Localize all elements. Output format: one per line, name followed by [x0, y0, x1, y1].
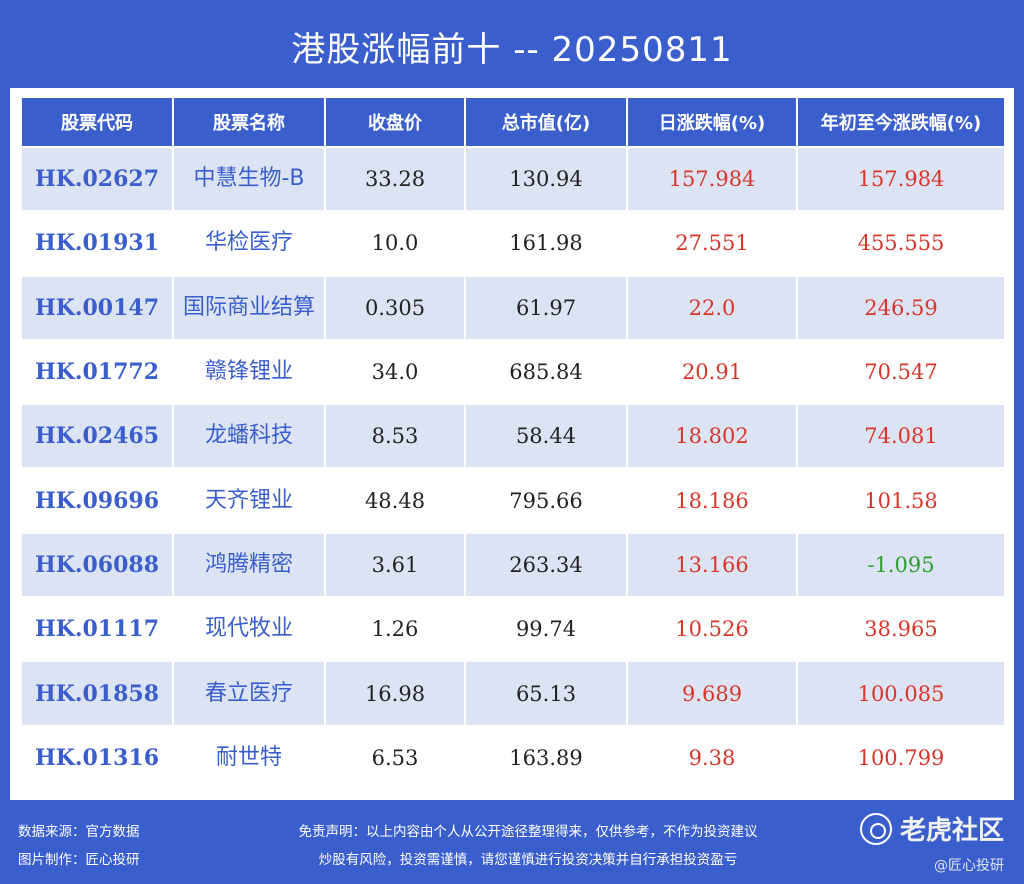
disclaimer-line-1: 免责声明：以上内容由个人从公开途径整理得来，仅供参考，不作为投资建议: [298, 824, 758, 840]
cell-market-cap: 263.34: [464, 531, 628, 599]
cell-name: 鸿腾精密: [172, 531, 326, 599]
table-row: HK.01316 耐世特 6.53 163.89 9.38 100.799: [20, 724, 1006, 791]
cell-code: HK.00147: [20, 274, 174, 341]
cell-close: 8.53: [324, 403, 466, 470]
cell-name: 天齐锂业: [172, 467, 326, 534]
cell-market-cap: 795.66: [464, 467, 628, 534]
cell-code: HK.01117: [20, 596, 174, 663]
header-name: 股票名称: [172, 96, 326, 148]
cell-ytd-change: 70.547: [796, 338, 1006, 406]
cell-code: HK.02465: [20, 403, 174, 470]
cell-ytd-change: -1.095: [796, 531, 1006, 599]
cell-ytd-change: 455.555: [796, 210, 1006, 277]
cell-code: HK.01858: [20, 660, 174, 727]
cell-close: 1.26: [324, 596, 466, 663]
table-row: HK.02627 中慧生物-B 33.28 130.94 157.984 157.984: [20, 145, 1006, 213]
header-ytd-change: 年初至今涨跌幅(%): [796, 96, 1006, 148]
cell-ytd-change: 157.984: [796, 145, 1006, 213]
cell-ytd-change: 38.965: [796, 596, 1006, 663]
cell-name: 中慧生物-B: [172, 145, 326, 213]
cell-daily-change: 9.689: [626, 660, 798, 727]
cell-name: 国际商业结算: [172, 274, 326, 341]
cell-code: HK.06088: [20, 531, 174, 599]
disclaimer-line-2: 炒股有风险，投资需谨慎，请您谨慎进行投资决策并自行承担投资盈亏: [318, 852, 738, 868]
cell-daily-change: 18.802: [626, 403, 798, 470]
cell-market-cap: 130.94: [464, 145, 628, 213]
cell-market-cap: 163.89: [464, 724, 628, 791]
page-title: 港股涨幅前十 -- 20250811: [291, 30, 733, 70]
watermark-handle: @匠心投研: [934, 857, 1004, 874]
cell-close: 6.53: [324, 724, 466, 791]
cell-daily-change: 22.0: [626, 274, 798, 341]
footer-disclaimer: 免责声明：以上内容由个人从公开途径整理得来，仅供参考，不作为投资建议 炒股有风险…: [258, 818, 798, 874]
table-row: HK.01858 春立医疗 16.98 65.13 9.689 100.085: [20, 660, 1006, 727]
cell-daily-change: 27.551: [626, 210, 798, 277]
cell-daily-change: 10.526: [626, 596, 798, 663]
table-body: HK.02627 中慧生物-B 33.28 130.94 157.984 157.984 H…: [20, 145, 1006, 791]
cell-market-cap: 61.97: [464, 274, 628, 341]
table-row: HK.01117 现代牧业 1.26 99.74 10.526 38.965: [20, 596, 1006, 663]
table-container: 股票代码 股票名称 收盘价 总市值(亿) 日涨跌幅(%) 年初至今涨跌幅(%) …: [10, 88, 1014, 800]
cell-ytd-change: 100.085: [796, 660, 1006, 727]
cell-code: HK.01931: [20, 210, 174, 277]
watermark-logo-text: 老虎社区: [899, 816, 1004, 846]
cell-ytd-change: 74.081: [796, 403, 1006, 470]
table-row: HK.00147 国际商业结算 0.305 61.97 22.0 246.59: [20, 274, 1006, 341]
cell-code: HK.02627: [20, 145, 174, 213]
watermark-logo: 老虎社区: [859, 810, 1004, 847]
cell-market-cap: 161.98: [464, 210, 628, 277]
cell-market-cap: 685.84: [464, 338, 628, 406]
footer-left: 数据来源：官方数据 图片制作：匠心投研: [18, 818, 140, 874]
header-close: 收盘价: [324, 96, 466, 148]
cell-close: 3.61: [324, 531, 466, 599]
cell-close: 10.0: [324, 210, 466, 277]
cell-name: 现代牧业: [172, 596, 326, 663]
header-market-cap: 总市值(亿): [464, 96, 628, 148]
cell-ytd-change: 101.58: [796, 467, 1006, 534]
cell-daily-change: 157.984: [626, 145, 798, 213]
table-row: HK.09696 天齐锂业 48.48 795.66 18.186 101.58: [20, 467, 1006, 534]
watermark: 老虎社区 @匠心投研: [859, 810, 1004, 875]
cell-daily-change: 13.166: [626, 531, 798, 599]
table-row: HK.01931 华检医疗 10.0 161.98 27.551 455.555: [20, 210, 1006, 277]
cell-name: 春立医疗: [172, 660, 326, 727]
cell-code: HK.09696: [20, 467, 174, 534]
footer: 数据来源：官方数据 图片制作：匠心投研 免责声明：以上内容由个人从公开途径整理得…: [0, 808, 1024, 884]
data-source-text: 数据来源：官方数据: [18, 824, 140, 840]
cell-close: 16.98: [324, 660, 466, 727]
cell-close: 34.0: [324, 338, 466, 406]
cell-ytd-change: 100.799: [796, 724, 1006, 791]
cell-daily-change: 9.38: [626, 724, 798, 791]
cell-close: 48.48: [324, 467, 466, 534]
cell-name: 耐世特: [172, 724, 326, 791]
maker-text: 图片制作：匠心投研: [18, 852, 140, 868]
header-daily-change: 日涨跌幅(%): [626, 96, 798, 148]
cell-market-cap: 99.74: [464, 596, 628, 663]
header-code: 股票代码: [20, 96, 174, 148]
cell-daily-change: 20.91: [626, 338, 798, 406]
cell-ytd-change: 246.59: [796, 274, 1006, 341]
cell-market-cap: 65.13: [464, 660, 628, 727]
table-row: HK.02465 龙蟠科技 8.53 58.44 18.802 74.081: [20, 403, 1006, 470]
cell-close: 33.28: [324, 145, 466, 213]
cell-close: 0.305: [324, 274, 466, 341]
cell-code: HK.01316: [20, 724, 174, 791]
cell-name: 华检医疗: [172, 210, 326, 277]
cell-name: 赣锋锂业: [172, 338, 326, 406]
cell-daily-change: 18.186: [626, 467, 798, 534]
tiger-logo-icon: [859, 812, 892, 845]
stock-table: 股票代码 股票名称 收盘价 总市值(亿) 日涨跌幅(%) 年初至今涨跌幅(%) …: [20, 96, 1006, 791]
table-row: HK.06088 鸿腾精密 3.61 263.34 13.166 -1.095: [20, 531, 1006, 599]
table-row: HK.01772 赣锋锂业 34.0 685.84 20.91 70.547: [20, 338, 1006, 406]
cell-code: HK.01772: [20, 338, 174, 406]
cell-market-cap: 58.44: [464, 403, 628, 470]
cell-name: 龙蟠科技: [172, 403, 326, 470]
table-header-row: 股票代码 股票名称 收盘价 总市值(亿) 日涨跌幅(%) 年初至今涨跌幅(%): [20, 96, 1006, 148]
